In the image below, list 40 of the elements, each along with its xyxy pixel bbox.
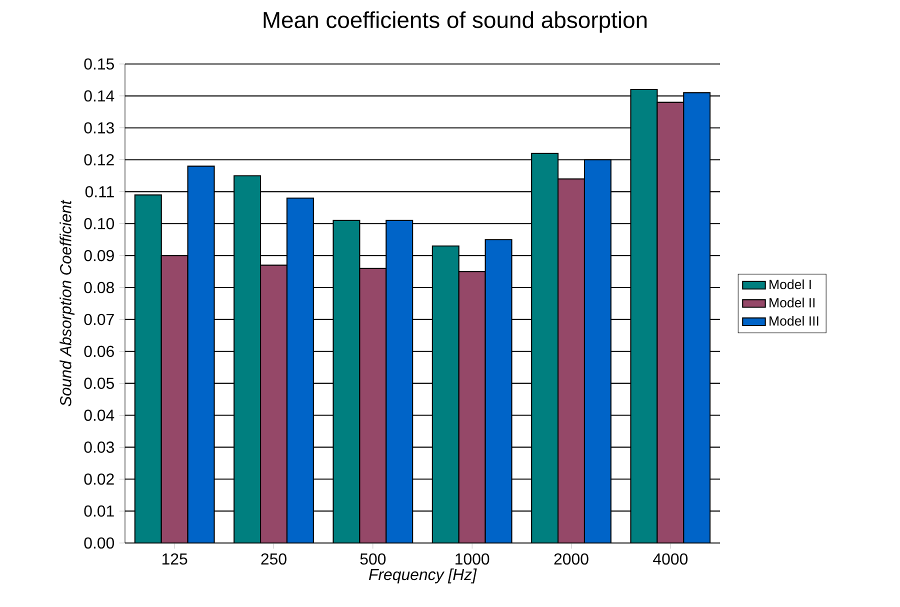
legend-label: Model II: [770, 298, 815, 308]
y-tick-label: 0.00: [84, 537, 114, 549]
y-tick-label: 0.05: [84, 378, 114, 389]
bar: [432, 245, 460, 543]
x-tick-label: 4000: [653, 553, 688, 565]
y-tick-label: 0.10: [84, 218, 114, 230]
x-tick-label: 250: [261, 553, 286, 565]
y-tick-label: 0.12: [84, 154, 114, 166]
y-tick-label: 0.04: [84, 410, 114, 421]
y-tick-label: 0.13: [84, 122, 114, 134]
y-tick-label: 0.14: [84, 90, 114, 102]
chart-title: Mean coefficients of sound absorption: [264, 11, 647, 33]
y-tick-label: 0.03: [84, 442, 114, 453]
x-axis-title: Frequency [Hz]: [368, 568, 477, 584]
y-tick-label: 0.09: [84, 250, 114, 262]
bar: [260, 264, 288, 543]
y-axis-title: Sound Absorption Coefficient: [60, 200, 74, 406]
bar: [134, 194, 162, 543]
bar: [531, 152, 559, 543]
y-tick-label: 0.02: [84, 473, 114, 485]
bar: [557, 178, 586, 543]
bar: [160, 255, 188, 543]
x-tick-label: 500: [360, 553, 386, 565]
legend-label: Model I: [770, 279, 811, 290]
bar: [234, 175, 262, 543]
y-tick-label: 0.01: [84, 505, 114, 517]
y-tick-label: 0.07: [84, 314, 114, 326]
y-tick-label: 0.06: [84, 346, 114, 358]
bar: [458, 271, 486, 543]
bar: [332, 220, 360, 543]
legend-label: Model III: [770, 316, 818, 326]
x-tick-label: 1000: [456, 553, 490, 565]
x-tick-label: 2000: [554, 553, 588, 565]
bar: [630, 88, 658, 543]
y-tick-label: 0.11: [85, 186, 114, 198]
y-tick-label: 0.08: [84, 282, 114, 294]
y-tick-label: 0.15: [84, 58, 114, 70]
bar: [656, 102, 684, 543]
x-tick-label: 125: [162, 553, 188, 565]
bar: [359, 268, 387, 543]
